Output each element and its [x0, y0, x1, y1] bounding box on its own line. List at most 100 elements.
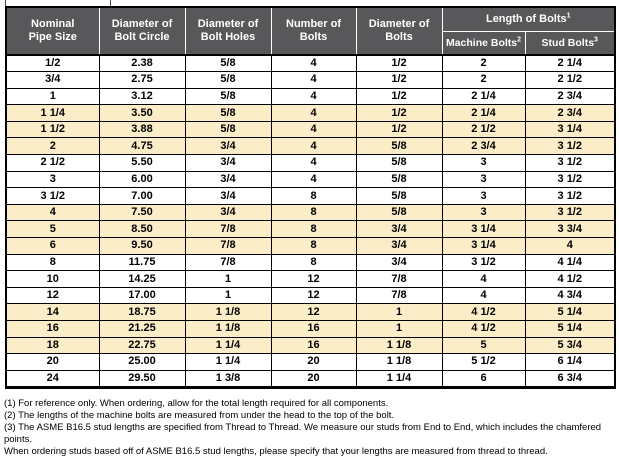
cell-holes: 1 — [184, 286, 272, 305]
cell-num: 8 — [270, 237, 357, 255]
table-row: 1 1/2 3.88 5/8 4 1/2 2 1/2 3 1/4 — [7, 120, 614, 139]
cell-dia: 3/4 — [355, 253, 443, 272]
cell-size: 2 — [7, 137, 100, 156]
footnote-ref-3: 3 — [594, 36, 598, 44]
footnote-ref-1: 1 — [566, 12, 571, 20]
cell-dia: 1 1/8 — [355, 353, 443, 371]
cell-num: 4 — [270, 170, 357, 189]
cell-circle: 22.75 — [98, 336, 186, 355]
cell-circle: 14.25 — [98, 270, 186, 288]
cell-circle: 29.50 — [98, 369, 186, 388]
header-line: Diameter of — [111, 18, 173, 31]
cell-holes: 5/8 — [184, 54, 272, 73]
cell-circle: 17.00 — [98, 286, 186, 305]
cell-machine: 3 1/4 — [441, 220, 526, 239]
cell-stud: 3 1/2 — [524, 203, 614, 222]
cell-dia: 1/2 — [355, 120, 443, 139]
cell-machine: 3 1/4 — [441, 237, 526, 255]
cell-dia: 1/2 — [355, 104, 443, 122]
header-nominal-pipe-size: Nominal Pipe Size — [7, 8, 100, 56]
cell-holes: 1 3/8 — [184, 369, 272, 388]
cell-stud: 2 3/4 — [524, 104, 614, 122]
cell-holes: 7/8 — [184, 220, 272, 239]
cell-dia: 1 1/4 — [355, 369, 443, 388]
cell-machine: 4 — [441, 270, 526, 288]
cell-holes: 1 1/4 — [184, 353, 272, 371]
cell-machine: 4 1/2 — [441, 303, 526, 321]
cell-num: 4 — [270, 104, 357, 122]
header-number-of-bolts: Number of Bolts — [271, 8, 357, 56]
cell-holes: 7/8 — [184, 253, 272, 272]
cell-machine: 2 1/4 — [441, 87, 526, 106]
table-row: 14 18.75 1 1/8 12 1 4 1/2 5 1/4 — [7, 303, 614, 321]
table-row: 16 21.25 1 1/8 16 1 4 1/2 5 1/4 — [7, 320, 614, 338]
cell-size: 3/4 — [7, 71, 100, 89]
cell-num: 20 — [270, 369, 357, 388]
cell-stud: 4 1/2 — [524, 270, 614, 288]
cell-size: 1 1/2 — [7, 120, 100, 139]
table-row: 12 17.00 1 12 7/8 4 4 3/4 — [7, 286, 614, 305]
cell-holes: 1 1/4 — [184, 336, 272, 355]
cell-holes: 3/4 — [184, 187, 272, 205]
cell-stud: 5 1/4 — [524, 303, 614, 321]
cell-circle: 25.00 — [98, 353, 186, 371]
cell-circle: 3.50 — [98, 104, 186, 122]
cell-holes: 1 — [184, 270, 272, 288]
header-line: Diameter of — [197, 18, 259, 31]
cell-size: 20 — [7, 353, 100, 371]
cell-dia: 1/2 — [355, 54, 443, 73]
cell-machine: 5 1/2 — [441, 353, 526, 371]
cell-machine: 4 1/2 — [441, 320, 526, 338]
table-row: 3 6.00 3/4 4 5/8 3 3 1/2 — [7, 170, 614, 189]
cell-size: 1 1/4 — [7, 104, 100, 122]
cell-holes: 1 1/8 — [184, 320, 272, 338]
cell-circle: 2.38 — [98, 54, 186, 73]
cell-size: 16 — [7, 320, 100, 338]
cell-num: 8 — [270, 220, 357, 239]
table-header: Nominal Pipe Size Diameter of Bolt Circl… — [7, 8, 614, 56]
table-row: 24 29.50 1 3/8 20 1 1/4 6 6 3/4 — [7, 369, 614, 388]
cell-holes: 3/4 — [184, 137, 272, 156]
cell-size: 12 — [7, 286, 100, 305]
cell-num: 4 — [270, 87, 357, 106]
cell-stud: 3 3/4 — [524, 220, 614, 239]
footnote-3: (3) The ASME B16.5 stud lengths are spec… — [4, 422, 602, 445]
header-length-of-bolts: Length of Bolts1 — [442, 8, 614, 32]
cell-dia: 1 — [355, 303, 443, 321]
cell-machine: 3 1/2 — [441, 253, 526, 272]
table-row: 4 7.50 3/4 8 5/8 3 3 1/2 — [7, 203, 614, 222]
header-line: Bolt Circle — [114, 31, 170, 43]
cell-num: 12 — [270, 286, 357, 305]
cut-off-row-border — [110, 0, 111, 6]
cell-machine: 2 — [441, 71, 526, 89]
cell-stud: 3 1/2 — [524, 137, 614, 156]
cell-num: 16 — [270, 336, 357, 355]
cell-stud: 2 1/4 — [524, 54, 614, 73]
cell-holes: 3/4 — [184, 203, 272, 222]
cell-dia: 7/8 — [355, 270, 443, 288]
table-row: 10 14.25 1 12 7/8 4 4 1/2 — [7, 270, 614, 288]
cell-size: 5 — [7, 220, 100, 239]
table-body: 1/2 2.38 5/8 4 1/2 2 2 1/4 3/4 2.75 5/8 4 1/2 2 2 1/2… — [7, 54, 614, 388]
cell-stud: 2 1/2 — [524, 71, 614, 89]
table-row: 18 22.75 1 1/4 16 1 1/8 5 5 3/4 — [7, 336, 614, 355]
cell-machine: 5 — [441, 336, 526, 355]
cell-holes: 7/8 — [184, 237, 272, 255]
bolt-spec-table: Nominal Pipe Size Diameter of Bolt Circl… — [7, 8, 614, 388]
cell-num: 4 — [270, 120, 357, 139]
cell-stud: 3 1/2 — [524, 187, 614, 205]
cell-dia: 5/8 — [355, 170, 443, 189]
cell-machine: 2 1/2 — [441, 120, 526, 139]
cell-stud: 4 1/4 — [524, 253, 614, 272]
cell-size: 10 — [7, 270, 100, 288]
table-row: 2 4.75 3/4 4 5/8 2 3/4 3 1/2 — [7, 137, 614, 156]
cell-dia: 1/2 — [355, 87, 443, 106]
table-row: 1/2 2.38 5/8 4 1/2 2 2 1/4 — [7, 54, 614, 73]
cell-stud: 4 — [524, 237, 614, 255]
header-label: Stud Bolts — [541, 36, 595, 49]
cell-holes: 5/8 — [184, 87, 272, 106]
cell-machine: 2 — [441, 54, 526, 73]
cell-circle: 6.00 — [98, 170, 186, 189]
cell-size: 4 — [7, 203, 100, 222]
cell-num: 16 — [270, 320, 357, 338]
